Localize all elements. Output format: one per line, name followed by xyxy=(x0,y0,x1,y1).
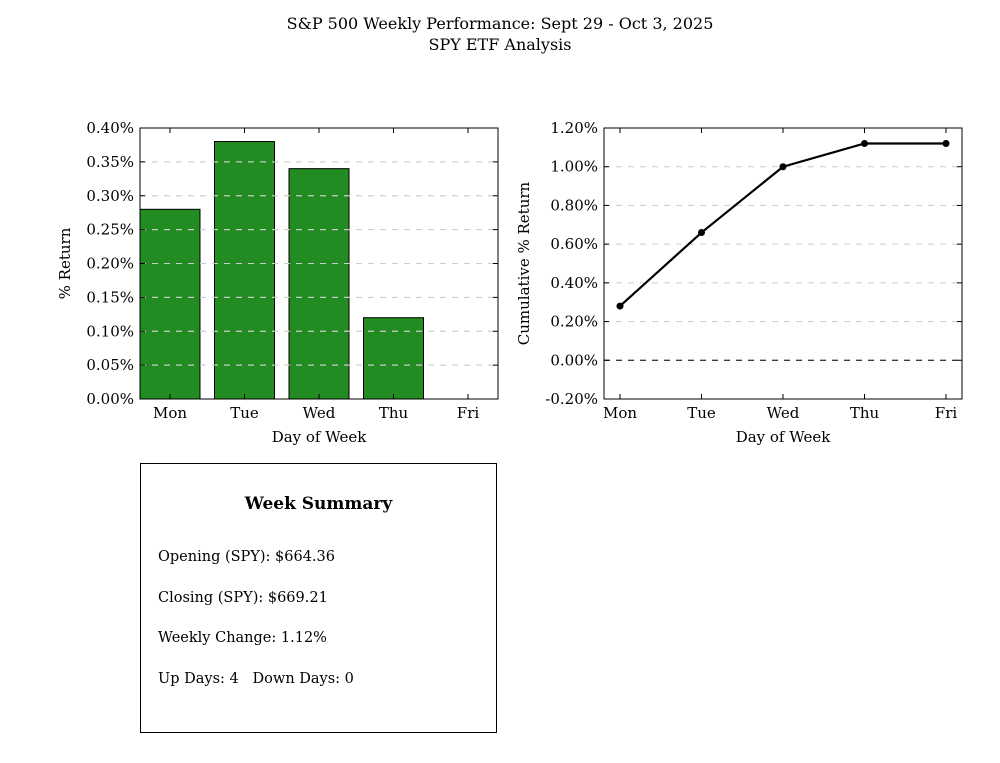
data-point-tue xyxy=(698,229,705,237)
y-tick-label: 0.00% xyxy=(550,351,598,369)
y-tick-label: 0.20% xyxy=(86,255,134,273)
y-tick-label: 0.80% xyxy=(550,196,598,214)
x-tick-label: Tue xyxy=(230,404,259,422)
line-chart-axes: -0.20% 0.00% 0.20% 0.40% 0.60% 0.80% 1.00% 1.20… xyxy=(515,119,963,446)
y-tick-label: 0.05% xyxy=(86,356,134,374)
summary-opening: Opening (SPY): $664.36 xyxy=(158,549,335,565)
data-point-wed xyxy=(779,163,787,171)
x-tick-label: Mon xyxy=(153,404,187,422)
x-tick-label: Tue xyxy=(687,404,716,422)
x-tick-label: Mon xyxy=(603,404,637,422)
x-tick-label: Fri xyxy=(457,404,480,422)
bar-thu xyxy=(363,317,424,400)
bar-wed xyxy=(288,168,350,400)
y-tick-label: 0.35% xyxy=(86,153,134,171)
summary-heading: Week Summary xyxy=(244,494,393,514)
y-tick-label: 0.25% xyxy=(86,221,134,239)
y-tick-label: 1.20% xyxy=(550,119,598,137)
bar-mon xyxy=(139,208,201,400)
bar-tue xyxy=(214,141,275,400)
summary-weekly-change: Weekly Change: 1.12% xyxy=(158,630,327,646)
x-tick-label: Wed xyxy=(303,404,336,422)
summary-closing: Closing (SPY): $669.21 xyxy=(158,590,328,606)
y-tick-label: 0.60% xyxy=(550,235,598,253)
x-tick-label: Wed xyxy=(767,404,800,422)
x-axis-label: Day of Week xyxy=(272,428,368,446)
x-tick-label: Thu xyxy=(379,404,409,422)
x-tick-label: Thu xyxy=(850,404,880,422)
data-point-fri xyxy=(942,139,950,147)
y-tick-label: 0.40% xyxy=(550,274,598,292)
y-tick-label: 0.40% xyxy=(86,119,134,137)
y-tick-label: -0.20% xyxy=(545,390,598,408)
y-axis-label: Cumulative % Return xyxy=(515,181,533,345)
y-tick-label: 0.10% xyxy=(86,322,134,340)
bar-chart-axes: 0.00% 0.05% 0.10% 0.15% 0.20% 0.25% 0.30% 0.35%… xyxy=(56,119,499,446)
summary-up-down-days: Up Days: 4 Down Days: 0 xyxy=(158,671,354,687)
figure-title: S&P 500 Weekly Performance: Sept 29 - Oc… xyxy=(286,14,714,33)
x-axis-label: Day of Week xyxy=(736,428,832,446)
data-point-mon xyxy=(616,302,624,310)
y-tick-label: 0.30% xyxy=(86,187,134,205)
figure-subtitle: SPY ETF Analysis xyxy=(428,35,572,54)
y-axis-label: % Return xyxy=(56,227,74,299)
y-tick-label: 0.00% xyxy=(86,390,134,408)
y-tick-label: 1.00% xyxy=(550,158,598,176)
data-point-thu xyxy=(861,139,868,147)
week-summary-panel: Week Summary Opening (SPY): $664.36 Clos… xyxy=(140,463,497,733)
x-tick-label: Fri xyxy=(935,404,958,422)
y-tick-label: 0.15% xyxy=(86,288,134,306)
y-tick-label: 0.20% xyxy=(550,313,598,331)
